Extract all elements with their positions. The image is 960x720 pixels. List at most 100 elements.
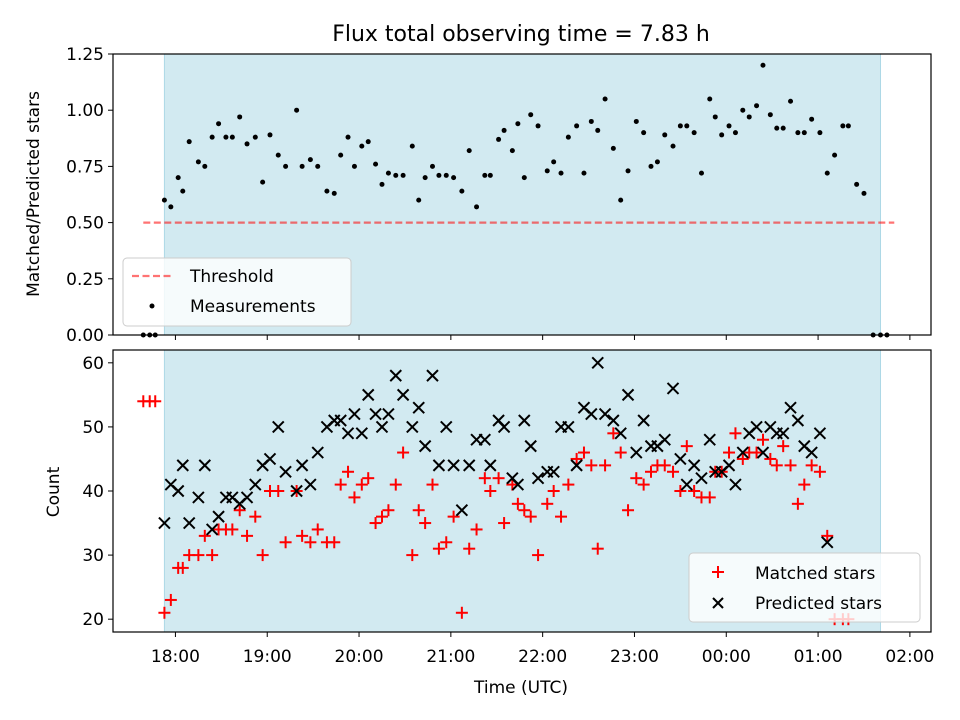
matched-star-point — [770, 459, 783, 472]
measurement-point — [551, 159, 557, 165]
measurement-point — [223, 134, 229, 140]
measurement-point — [244, 141, 250, 147]
predicted-star-point-stroke — [666, 382, 680, 395]
matched-star-point — [532, 549, 545, 562]
predicted-star-point-stroke — [764, 420, 777, 434]
predicted-legend-label: Predicted stars — [755, 594, 882, 614]
measurement-point — [726, 123, 732, 129]
predicted-star-point-stroke — [396, 388, 410, 402]
predicted-star-point-stroke — [192, 491, 205, 504]
predicted-star-point — [249, 478, 262, 491]
predicted-star-point-stroke — [249, 478, 262, 491]
measurement-point — [840, 123, 846, 129]
predicted-star-point — [447, 459, 460, 472]
bottom-y-tick-label: 30 — [82, 546, 104, 566]
predicted-star-point — [412, 401, 425, 414]
predicted-star-point — [821, 536, 834, 549]
predicted-star-point — [484, 459, 497, 472]
predicted-star-point-stroke — [729, 478, 742, 491]
matched-star-point — [805, 459, 818, 472]
x-tick-label: 18:00 — [151, 647, 200, 667]
predicted-star-point — [750, 420, 763, 434]
predicted-star-point — [729, 478, 742, 491]
predicted-star-point-stroke — [478, 433, 492, 446]
predicted-star-point-stroke — [518, 414, 531, 427]
predicted-star-point — [722, 459, 736, 472]
predicted-star-point-stroke — [412, 401, 425, 414]
matched-star-point — [614, 446, 627, 459]
measurement-point — [861, 190, 867, 196]
matched-star-point — [311, 523, 324, 536]
measurement-point — [767, 112, 773, 118]
predicted-star-point-stroke — [497, 420, 511, 434]
measurement-point — [595, 127, 601, 133]
matched-star-point — [607, 427, 620, 440]
predicted-star-point-stroke — [637, 414, 650, 427]
matched-star-point — [382, 504, 395, 517]
predicted-star-point — [497, 420, 511, 434]
measurement-point — [338, 152, 344, 158]
predicted-star-point-stroke — [295, 459, 309, 472]
measurement-point — [482, 172, 488, 178]
predicted-star-point — [240, 491, 254, 504]
predicted-star-point-stroke — [355, 427, 369, 440]
measurement-point — [331, 190, 337, 196]
predicted-star-point — [295, 459, 309, 472]
measurement-point — [379, 181, 385, 187]
matched-star-point — [412, 504, 425, 517]
predicted-star-point-stroke — [591, 356, 604, 370]
predicted-star-point — [334, 414, 347, 427]
predicted-star-point — [791, 414, 805, 427]
matched-star-point — [821, 529, 834, 542]
measurement-point — [574, 123, 580, 129]
predicted-star-point — [263, 452, 277, 466]
measurement-point — [648, 163, 654, 169]
measurement-point — [544, 168, 550, 174]
predicted-star-point-stroke — [776, 427, 790, 440]
predicted-star-point-stroke — [455, 504, 469, 517]
matched-star-point — [192, 549, 205, 562]
bottom-y-tick-label: 50 — [82, 418, 104, 438]
predicted-star-point — [440, 420, 453, 434]
matched-star-point — [813, 465, 826, 478]
predicted-star-point — [176, 459, 189, 472]
matched-star-point — [703, 491, 716, 504]
measurement-point — [809, 116, 815, 122]
matched-star-point — [511, 497, 524, 510]
measurement-point — [746, 114, 752, 120]
predicted-star-point-stroke — [484, 459, 497, 472]
predicted-star-point — [674, 452, 687, 466]
measurement-point — [209, 134, 215, 140]
matched-star-point — [591, 542, 604, 555]
matched-star-point — [478, 472, 491, 485]
measurement-point — [817, 130, 823, 136]
measurement-point — [824, 170, 830, 176]
predicted-star-point-stroke — [492, 414, 505, 427]
measurement-point — [654, 159, 660, 165]
predicted-star-point-stroke — [798, 439, 811, 453]
matched-star-point — [784, 459, 797, 472]
predicted-star-point-stroke — [418, 439, 432, 453]
predicted-star-point — [205, 523, 219, 536]
measurement-point — [459, 188, 465, 194]
predicted-star-point-stroke — [311, 446, 324, 459]
predicted-star-point-stroke — [506, 471, 519, 485]
matched-star-point — [736, 452, 749, 465]
matched-legend-label: Matched stars — [755, 564, 875, 584]
predicted-star-point — [511, 478, 525, 491]
matched-star-point — [164, 593, 177, 606]
matched-star-point — [389, 478, 402, 491]
matched-star-point — [334, 478, 347, 491]
predicted-star-point — [279, 465, 292, 478]
predicted-star-point-stroke — [756, 446, 770, 459]
predicted-star-point-stroke — [389, 369, 402, 382]
predicted-legend-swatch — [712, 597, 724, 609]
predicted-star-point — [432, 459, 446, 472]
predicted-star-point — [680, 478, 694, 491]
measurement-point — [780, 125, 786, 131]
predicted-star-point — [591, 356, 604, 370]
measurement-point — [625, 168, 631, 174]
predicted-star-point-stroke — [531, 471, 545, 485]
measurement-point — [677, 123, 683, 129]
predicted-star-point — [621, 388, 635, 402]
